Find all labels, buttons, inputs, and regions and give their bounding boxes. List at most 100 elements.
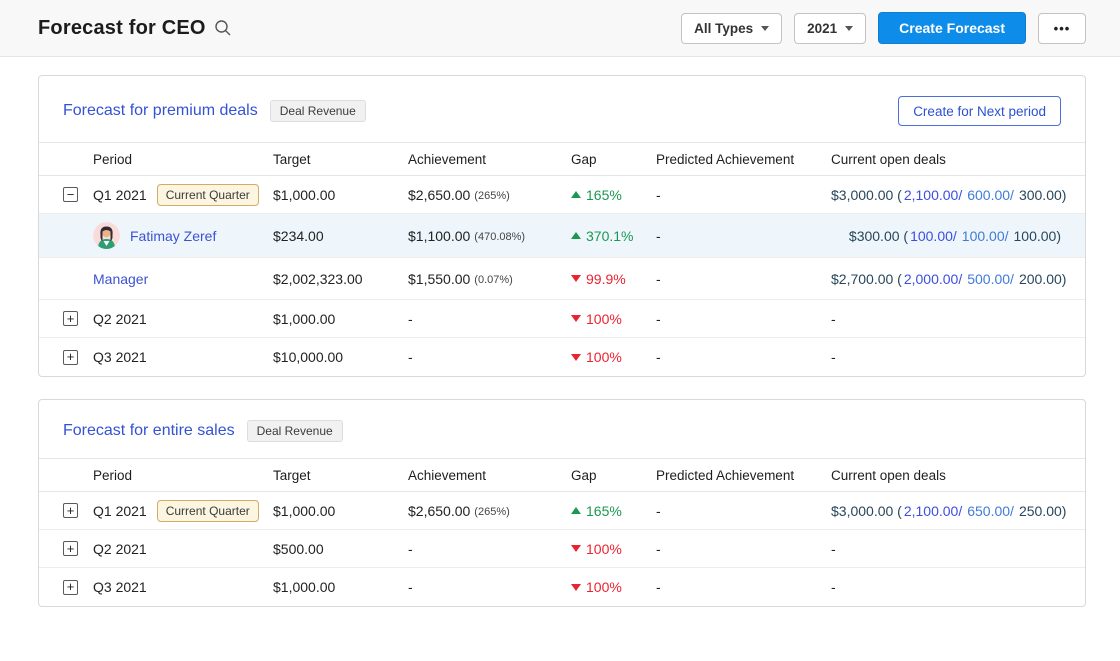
type-filter-dropdown[interactable]: All Types [681, 12, 783, 44]
achievement-value: $2,650.00 [408, 502, 471, 519]
search-icon[interactable] [214, 19, 232, 37]
table-row: Fatimay Zeref $234.00 $1,100.00 (470.08%)… [39, 214, 1085, 258]
target-value: $1,000.00 [273, 310, 336, 327]
year-filter-value: 2021 [807, 20, 838, 36]
more-options-button[interactable]: ••• [1038, 12, 1086, 44]
expand-icon[interactable] [63, 503, 78, 518]
chevron-down-icon [761, 25, 770, 31]
type-filter-value: All Types [694, 20, 754, 36]
gap-value: 100% [586, 540, 622, 557]
column-header-achievement: Achievement [408, 467, 487, 483]
period-label: Q1 2021 [93, 502, 147, 519]
gap-value: 100% [586, 349, 622, 365]
user-avatar [93, 222, 120, 249]
gap-up-icon [571, 191, 581, 198]
table-row: Q2 2021 $500.00 - 100% - - [39, 530, 1085, 568]
gap-up-icon [571, 232, 581, 239]
gap-value: 165% [586, 502, 622, 519]
manager-link[interactable]: Manager [93, 270, 149, 287]
open-deals-part2[interactable]: 600.00/ [967, 186, 1014, 203]
table-row: Q2 2021 $1,000.00 - 100% - - [39, 300, 1085, 338]
column-header-predicted: Predicted Achievement [656, 467, 795, 483]
open-deals-part3: 250.00) [1018, 502, 1067, 519]
collapse-icon[interactable] [63, 187, 78, 202]
open-deals-part1[interactable]: 2,100.00/ [903, 502, 963, 519]
achievement-value: - [408, 310, 413, 327]
achievement-percent: (0.07%) [474, 273, 513, 286]
page-title: Forecast for CEO [38, 16, 206, 39]
achievement-percent: (470.08%) [474, 230, 526, 243]
column-header-period: Period [93, 467, 133, 483]
achievement-value: - [408, 540, 413, 557]
gap-value: 370.1% [586, 227, 634, 244]
open-deals-total: $3,000.00 ( [831, 502, 902, 519]
predicted-value: - [656, 540, 661, 557]
target-value: $500.00 [273, 540, 324, 557]
open-deals-part3: 100.00) [1013, 227, 1061, 244]
year-filter-dropdown[interactable]: 2021 [794, 12, 867, 44]
period-label: Q3 2021 [93, 349, 147, 365]
forecast-card-premium-deals: Forecast for premium deals Deal Revenue … [38, 75, 1086, 377]
open-deals-part2[interactable]: 100.00/ [961, 227, 1009, 244]
column-header-period: Period [93, 151, 133, 167]
gap-down-icon [571, 353, 581, 361]
target-value: $1,000.00 [273, 579, 336, 595]
table-header-row: Period Target Achievement Gap Predicted … [39, 458, 1085, 492]
gap-up-icon [571, 507, 581, 514]
achievement-percent: (265%) [474, 189, 510, 202]
column-header-predicted: Predicted Achievement [656, 151, 795, 167]
achievement-value: - [408, 579, 413, 595]
target-value: $234.00 [273, 227, 324, 244]
open-deals-total: $3,000.00 ( [831, 186, 902, 203]
expand-icon[interactable] [63, 541, 78, 556]
gap-down-icon [571, 275, 581, 282]
open-deals-part1[interactable]: 2,000.00/ [903, 270, 963, 287]
period-label: Q2 2021 [93, 540, 147, 557]
column-header-target: Target [273, 151, 311, 167]
predicted-value: - [656, 270, 661, 287]
target-value: $1,000.00 [273, 502, 336, 519]
forecast-card-entire-sales: Forecast for entire sales Deal Revenue P… [38, 399, 1086, 607]
predicted-value: - [656, 186, 661, 203]
gap-value: 100% [586, 579, 622, 595]
expand-icon[interactable] [63, 311, 78, 326]
predicted-value: - [656, 310, 661, 327]
top-bar: Forecast for CEO All Types 2021 Create F… [0, 0, 1120, 57]
target-value: $10,000.00 [273, 349, 344, 365]
create-forecast-button[interactable]: Create Forecast [878, 12, 1026, 44]
deal-revenue-badge: Deal Revenue [269, 100, 366, 122]
column-header-target: Target [273, 467, 311, 483]
open-deals-part1[interactable]: 100.00/ [910, 227, 957, 244]
table-row: Q1 2021 Current Quarter $1,000.00 $2,650… [39, 492, 1085, 530]
column-header-open-deals: Current open deals [831, 467, 946, 483]
predicted-value: - [656, 579, 661, 595]
open-deals-part3: 200.00) [1018, 270, 1067, 287]
create-next-period-button[interactable]: Create for Next period [898, 96, 1061, 126]
achievement-value: $1,550.00 [408, 270, 471, 287]
open-deals-total: $300.00 ( [848, 227, 909, 244]
table-header-row: Period Target Achievement Gap Predicted … [39, 142, 1085, 176]
current-quarter-badge: Current Quarter [156, 499, 259, 522]
open-deals-part2[interactable]: 650.00/ [967, 502, 1014, 519]
expand-icon[interactable] [63, 349, 78, 365]
column-header-gap: Gap [571, 467, 597, 483]
gap-down-icon [571, 583, 581, 591]
current-quarter-badge: Current Quarter [156, 183, 259, 206]
open-deals-part3: 300.00) [1018, 186, 1067, 203]
table-row: Q1 2021 Current Quarter $1,000.00 $2,650… [39, 176, 1085, 214]
column-header-open-deals: Current open deals [831, 151, 946, 167]
user-link[interactable]: Fatimay Zeref [130, 227, 217, 244]
target-value: $1,000.00 [273, 186, 336, 203]
column-header-achievement: Achievement [408, 151, 487, 167]
open-deals-total: $2,700.00 ( [831, 270, 902, 287]
gap-down-icon [571, 315, 581, 322]
open-deals-value: - [831, 540, 836, 557]
open-deals-part2[interactable]: 500.00/ [967, 270, 1014, 287]
gap-value: 100% [586, 310, 622, 327]
period-label: Q1 2021 [93, 186, 147, 203]
open-deals-part1[interactable]: 2,100.00/ [903, 186, 963, 203]
achievement-value: $2,650.00 [408, 186, 471, 203]
open-deals-value: - [831, 579, 836, 595]
expand-icon[interactable] [63, 579, 78, 595]
achievement-percent: (265%) [474, 505, 510, 518]
